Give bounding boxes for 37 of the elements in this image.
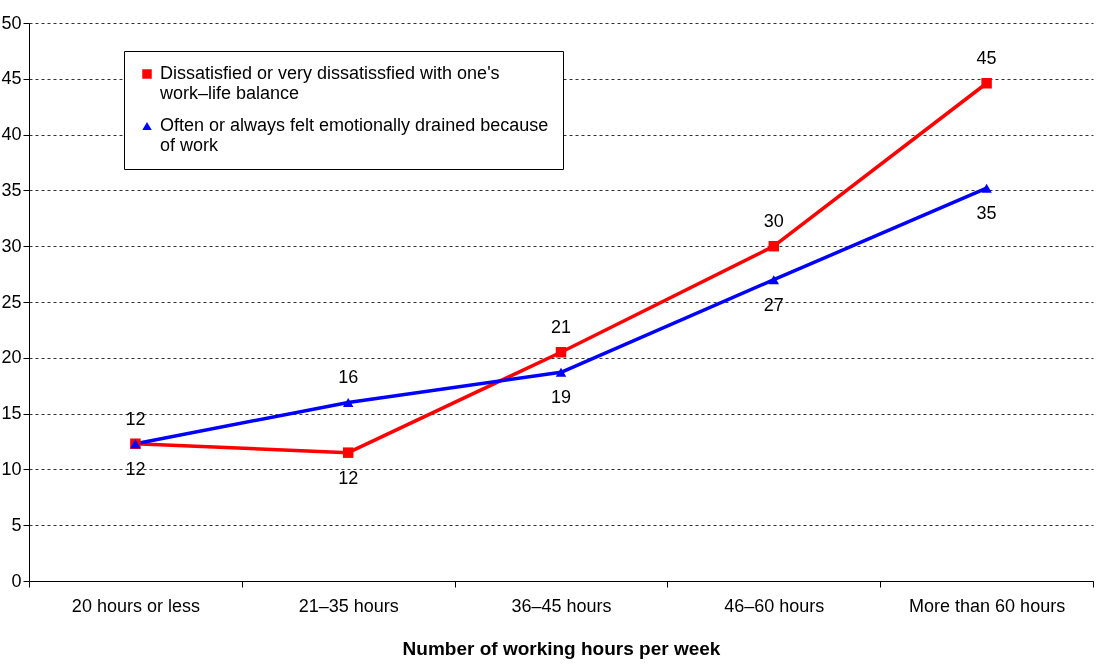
y-tick-label: 50 [1,12,22,33]
y-tick-label: 15 [1,403,22,424]
y-tick-label: 30 [1,235,22,256]
data-label: 30 [763,211,784,232]
x-tick-label: 20 hours or less [71,595,200,616]
data-label: 19 [550,387,572,408]
point [555,346,567,358]
legend-label: Dissatisfied or very dissatissfied with one's work–life balance [159,63,500,103]
data-label: 12 [338,467,359,488]
point [981,78,992,89]
data-label: 27 [763,294,784,315]
x-tick-label: More than 60 hours [909,595,1066,616]
x-axis-title: Number of working hours per week [402,637,721,659]
y-tick-label: 10 [1,458,22,479]
point [981,183,992,193]
y-tick-label: 45 [1,68,22,89]
data-label: 45 [976,48,997,69]
point [768,275,780,285]
x-tick-label: 46–60 hours [724,595,825,616]
data-label: 12 [125,458,146,479]
x-tick-label: 36–45 hours [511,595,612,616]
y-tick-label: 5 [11,514,22,535]
data-label: 16 [338,367,359,388]
point [555,367,567,377]
data-label: 21 [550,317,572,338]
legend-label: Often or always felt emotionally drained because of work [160,115,549,155]
point [768,240,780,252]
y-tick-label: 25 [1,291,22,312]
data-label: 12 [125,408,146,429]
point [342,397,354,407]
y-tick-label: 35 [1,179,22,200]
data-label: 35 [976,203,997,224]
x-tick-label: 21–35 hours [298,595,399,616]
y-tick-label: 0 [11,570,22,591]
y-tick-label: 20 [1,347,22,368]
point [342,447,354,458]
y-tick-label: 40 [1,124,22,145]
